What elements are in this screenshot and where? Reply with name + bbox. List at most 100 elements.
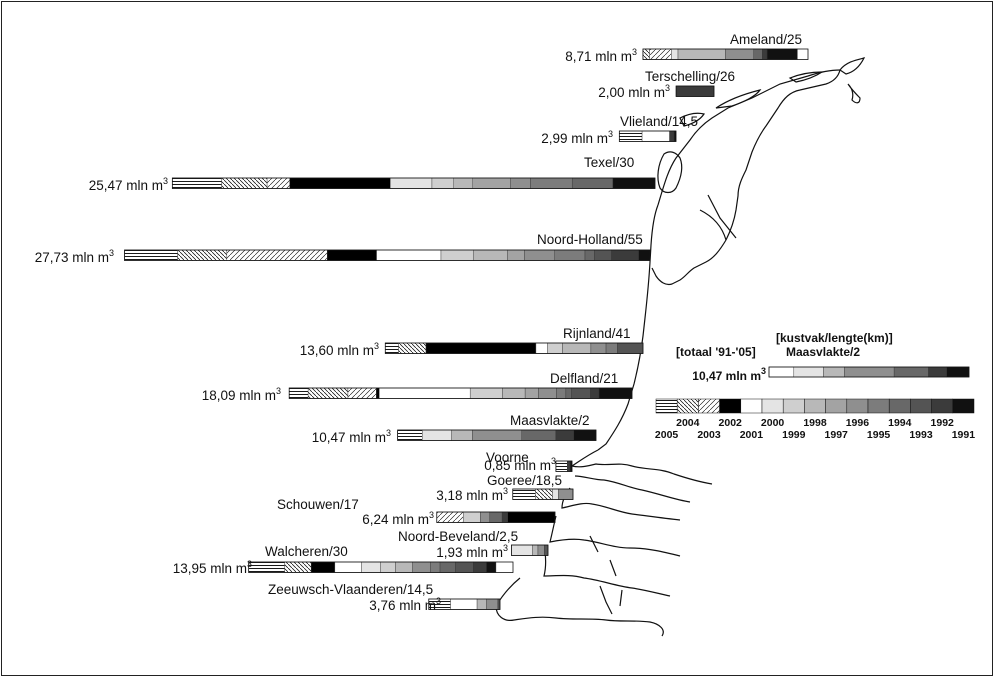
bar-segment-2000	[361, 561, 381, 573]
bar-segment-1997	[524, 387, 539, 399]
volume-label-text: 13,95 mln m	[173, 561, 247, 576]
bar-segment-2005	[619, 130, 643, 142]
bar-outline	[124, 249, 651, 261]
bar-segment-1999	[440, 249, 474, 261]
volume-label-text: 18,09 mln m	[202, 388, 276, 403]
legend-swatch-1995	[867, 398, 890, 414]
bar-segment-1996	[524, 249, 555, 261]
bar-group-0: Ameland/25 8,71 mln m3	[565, 32, 809, 64]
legend-year-label: 2003	[697, 429, 721, 441]
section-name-label: Schouwen/17	[277, 497, 359, 512]
bar-segment-1992	[555, 429, 575, 441]
bar-segment-1996	[412, 561, 431, 573]
bar-segment-1997	[472, 177, 511, 189]
legend-heading-total: [totaal '91-'05]	[676, 345, 756, 359]
bar-segment-2002	[376, 387, 380, 399]
bar-segment-1999	[380, 561, 396, 573]
legend-swatch-2005	[655, 398, 678, 414]
bar-segment-2005	[172, 177, 222, 189]
bar-segment-1996	[538, 387, 557, 399]
legend-example-segment-1992	[928, 366, 947, 378]
bar-segment-2004	[398, 342, 427, 354]
volume-label-text: 0,85 mln m	[484, 458, 551, 473]
legend-swatch-1997	[825, 398, 848, 414]
bar-segment-2004	[177, 249, 228, 261]
volume-label-superscript: 3	[247, 559, 252, 569]
bar-segment-1997	[507, 249, 525, 261]
bar-segment-2002	[310, 561, 336, 573]
bar-group-4: Noord-Holland/55 27,73 mln m3	[35, 232, 651, 265]
bar-segment-2002	[289, 177, 391, 189]
volume-label: 3,18 mln m3	[436, 486, 508, 503]
bar-segment-1998	[451, 429, 473, 441]
legend-year-label: 2000	[761, 417, 785, 429]
volume-label-superscript: 3	[436, 596, 441, 606]
bar-segment-1996	[590, 342, 607, 354]
bar-segment-1993	[617, 342, 644, 354]
bar-group-11: Noord-Beveland/2,51,93 mln m3	[398, 529, 549, 560]
volume-label: 25,47 mln m3	[89, 176, 168, 193]
bar-segment-2004	[284, 561, 312, 573]
bar-segment-1993	[455, 561, 474, 573]
bar-outline	[428, 598, 501, 610]
volume-label-text: 1,93 mln m	[436, 545, 503, 560]
legend-swatch-1992	[931, 398, 954, 414]
legend-swatch-1993	[910, 398, 932, 414]
bar-segment-2001	[450, 598, 478, 610]
legend-example-volume-text: 10,47 mln m	[692, 369, 761, 383]
bar-segment-2001	[379, 387, 471, 399]
bar-segment-2004	[307, 387, 349, 399]
bar-segment-1992	[473, 561, 487, 573]
bar-segment-1996	[510, 177, 531, 189]
section-name-label: Zeeuwsch-Vlaanderen/14,5	[268, 582, 433, 597]
bar-group-13: Zeeuwsch-Vlaanderen/14,53,76 mln m3	[268, 582, 501, 613]
legend-heading-example: Maasvlakte/2	[786, 345, 860, 359]
bar-segment-1996	[480, 511, 491, 523]
volume-label-superscript: 3	[374, 341, 379, 351]
legend-year-label: 1997	[825, 429, 849, 441]
bar-segment-1991	[598, 387, 633, 399]
section-name-label: Terschelling/26	[645, 69, 735, 84]
legend-example-outline	[768, 366, 970, 378]
bar-segment-1994	[439, 561, 456, 573]
section-name-label: Noord-Holland/55	[537, 232, 643, 247]
bar-outline	[397, 429, 597, 441]
bar-segment-1994	[753, 48, 763, 60]
legend-year-label: 1996	[846, 417, 870, 429]
legend-swatch-2004	[676, 398, 699, 414]
bar-segment-1995	[554, 249, 586, 261]
volume-label-superscript: 3	[276, 386, 281, 396]
legend-year-label: 1993	[909, 429, 933, 441]
bar-outline	[288, 387, 633, 399]
legend-example-segment-2001	[768, 366, 795, 378]
volume-label: 13,95 mln m3	[173, 559, 252, 576]
volume-label: 10,47 mln m3	[312, 428, 391, 445]
legend-year-label: 2005	[655, 429, 679, 441]
bar-segment-1994	[584, 249, 595, 261]
bar-group-1: Terschelling/262,00 mln m3	[598, 69, 735, 100]
legend-year-label: 1991	[952, 429, 976, 441]
bar-outline	[384, 342, 644, 354]
volume-label: 2,99 mln m3	[541, 129, 613, 146]
volume-label-text: 2,00 mln m	[598, 85, 665, 100]
bar-segment-1993	[544, 544, 549, 556]
section-name-label: Texel/30	[584, 155, 634, 170]
bar-segment-2005	[555, 460, 568, 472]
bar-group-6: Delfland/21 18,09 mln m3	[202, 371, 633, 403]
bar-segment-2001	[334, 561, 362, 573]
legend-year-label: 1992	[931, 417, 955, 429]
bar-segment-2003	[226, 249, 328, 261]
legend-example-segment-2000	[793, 366, 824, 378]
bar-segment-1992	[675, 85, 715, 97]
bar-segment-2002	[425, 342, 537, 354]
bar-segment-1994	[489, 511, 503, 523]
legend-swatch-1996	[846, 398, 869, 414]
bar-segment-1999	[463, 511, 481, 523]
legend-swatch-2001	[740, 398, 763, 414]
legend-swatch-1999	[782, 398, 805, 414]
section-name-label: Ameland/25	[730, 32, 802, 47]
bar-outline	[248, 561, 514, 573]
coastline-map	[495, 57, 866, 637]
legend-color-key: 2004 2002 2000 1998 1996 1994 1992 2005 2003 2001…	[655, 398, 976, 441]
